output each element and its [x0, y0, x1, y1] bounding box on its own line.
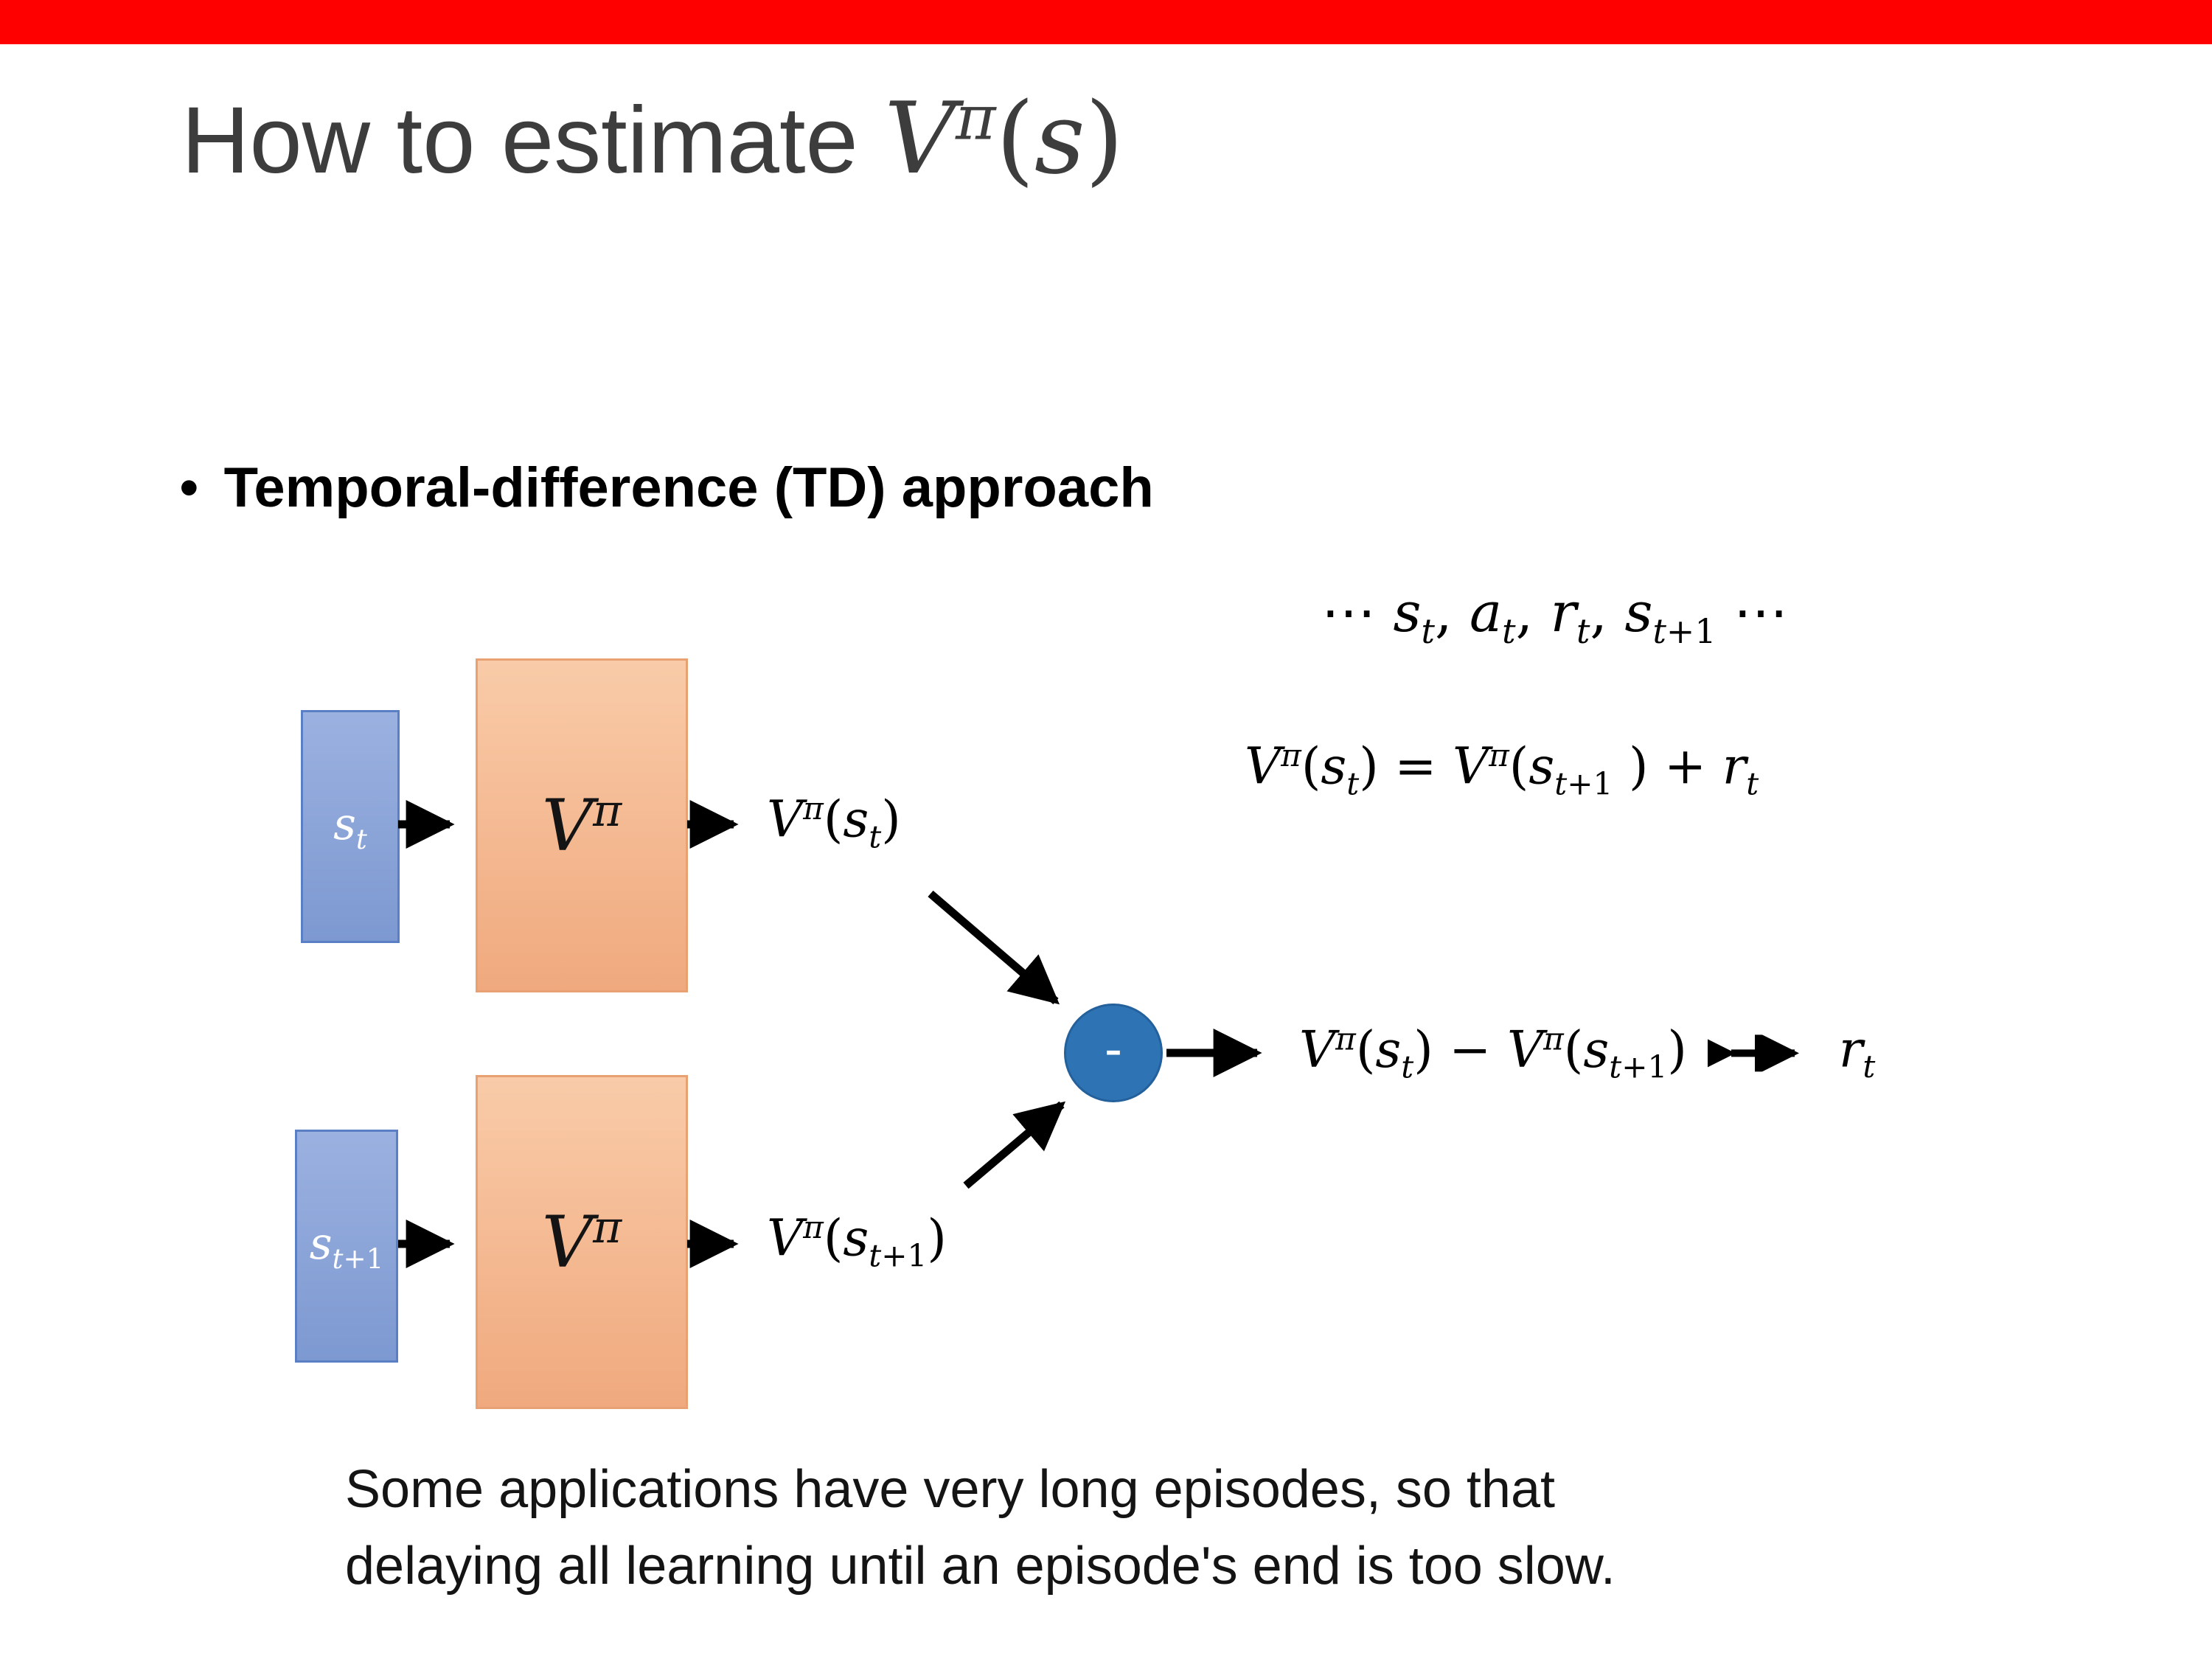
- minus-node: -: [1064, 1004, 1163, 1102]
- state-t1-box: st+1: [295, 1130, 398, 1363]
- state-t-box: st: [301, 710, 400, 943]
- bullet-marker: •: [179, 456, 199, 519]
- value-network-box-top: Vπ: [476, 658, 688, 992]
- td-error-row: Vπ(st) − Vπ(st+1) rt: [1299, 1020, 1875, 1085]
- caption-line-2: delaying all learning until an episode's…: [345, 1537, 1615, 1596]
- td-equation: Vπ(st) = Vπ(st+1 ) + rt: [1245, 737, 1759, 802]
- state-t1-label: st+1: [309, 1217, 384, 1275]
- state-t-label: st: [333, 798, 367, 855]
- arrow-output-t1-to-minus: [963, 1101, 1066, 1189]
- reward-term: rt: [1838, 1020, 1876, 1085]
- value-network-label-top: Vπ: [541, 784, 622, 867]
- value-network-box-bottom: Vπ: [476, 1075, 688, 1409]
- top-red-bar: [0, 0, 2212, 44]
- minus-node-label: -: [1105, 1020, 1122, 1079]
- page-title: How to estimate Vπ(s): [181, 81, 1124, 196]
- title-text: How to estimate: [181, 88, 885, 193]
- bullet-text: Temporal-difference (TD) approach: [223, 456, 1154, 519]
- title-math: Vπ(s): [884, 81, 1124, 196]
- caption-text: Some applications have very long episode…: [345, 1451, 1615, 1605]
- value-output-t1: Vπ(st+1): [767, 1209, 947, 1274]
- arrow-output-t-to-minus: [928, 890, 1060, 1005]
- value-network-label-bottom: Vπ: [541, 1200, 622, 1284]
- value-output-t: Vπ(st): [767, 790, 901, 855]
- bullet-item: • Temporal-difference (TD) approach: [179, 456, 1154, 520]
- double-arrow-icon: [1707, 1034, 1799, 1071]
- caption-line-1: Some applications have very long episode…: [345, 1460, 1555, 1519]
- trajectory-sequence: ⋯ st, at, rt, st+1 ⋯: [1321, 581, 1789, 651]
- td-difference-expression: Vπ(st) − Vπ(st+1): [1299, 1020, 1687, 1085]
